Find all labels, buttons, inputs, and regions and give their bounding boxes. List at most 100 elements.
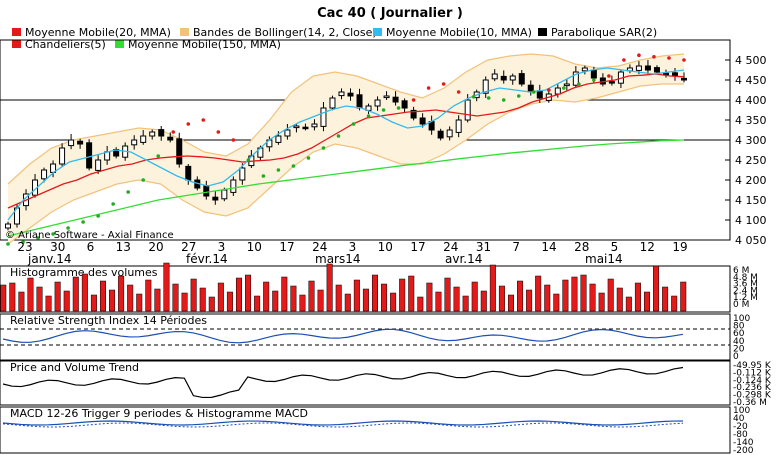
volume-bar <box>154 288 161 312</box>
day-tick-label: 6 <box>87 240 95 254</box>
day-tick-label: 3 <box>349 240 357 254</box>
chart-title: Cac 40 ( Journalier ) <box>317 6 463 21</box>
price-tick-label: 4 100 <box>735 214 767 227</box>
ma150-line <box>7 139 685 237</box>
sar-dot <box>81 220 85 224</box>
sub-axis-tick-label: 40 <box>733 414 745 424</box>
candle-body <box>356 94 363 109</box>
sar-dot <box>622 58 626 62</box>
candle-body <box>374 99 381 107</box>
candle-body <box>95 159 102 171</box>
candle-body <box>671 72 678 77</box>
month-tick-label: févr.14 <box>186 252 228 266</box>
day-tick-label: 12 <box>640 240 655 254</box>
volume-bar <box>235 277 242 312</box>
volume-bar <box>571 276 578 312</box>
candle-body <box>383 95 390 99</box>
sub-axis-tick-label: 1.2 M <box>733 293 758 303</box>
volume-bar <box>36 286 43 312</box>
sar-dot <box>321 146 326 150</box>
month-tick-label: mars14 <box>315 252 361 266</box>
volume-bar <box>671 295 678 312</box>
price-tick-label: 4 200 <box>735 174 767 187</box>
sar-dot <box>186 122 191 126</box>
sub-axis-tick-label: 3.6 M <box>733 280 758 290</box>
candle-body <box>446 129 453 138</box>
sar-dot <box>652 55 656 59</box>
legend-label-chandeliers: Chandeliers(5) <box>25 38 106 51</box>
price-tick-label: 4 050 <box>735 234 767 247</box>
volume-bar <box>163 262 170 312</box>
candle-body <box>86 142 93 169</box>
ma20-line <box>7 73 685 209</box>
legend-label-ma10: Moyenne Mobile(10, MMA) <box>386 26 532 39</box>
volume-bar <box>589 283 596 312</box>
volume-bar <box>598 292 605 312</box>
candle-body <box>644 65 651 71</box>
sar-dot <box>111 202 115 206</box>
price-tick-label: 4 450 <box>735 74 767 87</box>
volume-bar <box>580 274 587 312</box>
volume-bar <box>390 292 397 312</box>
sar-dot <box>276 168 281 172</box>
macd-trigger-line <box>2 422 684 428</box>
volume-bar <box>480 290 487 312</box>
volume-bar <box>263 281 270 312</box>
day-tick-label: 31 <box>476 240 491 254</box>
candle-body <box>653 67 660 73</box>
volume-bar <box>290 285 297 312</box>
volume-bar <box>299 294 306 312</box>
volume-bar <box>136 293 143 312</box>
volume-bar <box>9 282 16 312</box>
volume-bar <box>453 286 460 312</box>
sub-axis-tick-label: 4.8 M <box>733 273 758 283</box>
volume-bar <box>353 279 360 312</box>
volume-bar <box>562 279 569 312</box>
macd-lines <box>2 420 684 428</box>
sar-dot <box>667 56 671 60</box>
sar-dot <box>351 122 356 126</box>
volume-bar <box>326 263 333 312</box>
pvt-panel-title: Price and Volume Trend <box>10 361 139 374</box>
copyright-text: © Ariane Software - Axial Finance <box>5 230 174 241</box>
candle-body <box>681 77 687 81</box>
volume-bar <box>0 284 7 312</box>
sub-axis-tick-label: -200 <box>733 446 754 455</box>
candle-body <box>41 169 48 180</box>
candle-body <box>572 71 579 86</box>
sub-axis-tick-label: 0 M <box>733 300 749 310</box>
volume-bar <box>54 281 61 312</box>
volume-bar <box>653 265 660 312</box>
volume-bar <box>217 282 224 312</box>
volume-bar <box>199 287 206 312</box>
date-axis: 23 30 6 13 20 27 3 10 17 24 3 10 17 24 31 7 14 28 5 12 19 jan… <box>17 240 687 266</box>
pvt-line <box>2 366 684 399</box>
legend-swatch-ma20 <box>12 28 21 36</box>
volume-bar <box>344 293 351 312</box>
sar-dot <box>201 118 206 122</box>
legend-label-ma150: Moyenne Mobile(150, MMA) <box>128 38 281 51</box>
rsi-panel <box>0 313 731 361</box>
sub-axis-tick-label: 20 <box>733 344 745 354</box>
day-tick-label: 17 <box>410 240 425 254</box>
day-tick-label: 17 <box>279 240 294 254</box>
candle-body <box>536 90 543 99</box>
volume-bar <box>553 293 560 312</box>
sar-dot <box>141 178 145 182</box>
candle-body <box>203 185 210 197</box>
price-tick-label: 4 350 <box>735 114 767 127</box>
month-tick-label: avr.14 <box>445 252 482 266</box>
candle-body <box>329 97 336 109</box>
legend-swatch-ma10 <box>373 28 382 36</box>
sub-axis-tick-label: 60 <box>733 329 745 339</box>
candle-body <box>77 140 84 145</box>
candle-body <box>59 147 66 165</box>
sar-dot <box>516 94 521 98</box>
price-tick-label: 4 400 <box>735 94 767 107</box>
sar-dot <box>592 78 596 82</box>
candle-body <box>518 73 525 85</box>
volume-bar <box>81 273 88 312</box>
macd-panel-title: MACD 12-26 Trigger 9 periodes & Histogra… <box>10 407 308 420</box>
volume-bar <box>462 295 469 312</box>
